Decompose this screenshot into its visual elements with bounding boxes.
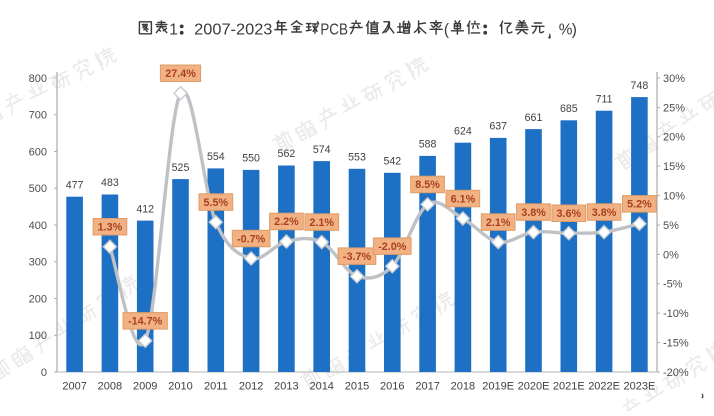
- svg-text:483: 483: [101, 177, 119, 189]
- svg-text:412: 412: [136, 203, 154, 215]
- svg-text:30%: 30%: [663, 73, 685, 85]
- svg-text:748: 748: [631, 80, 649, 92]
- svg-text:2017: 2017: [415, 381, 439, 393]
- svg-text:550: 550: [242, 153, 260, 165]
- svg-text:5%: 5%: [663, 220, 679, 232]
- svg-text:2012: 2012: [239, 381, 263, 393]
- svg-text:): ): [572, 22, 577, 39]
- svg-text:700: 700: [29, 110, 47, 122]
- svg-text:562: 562: [278, 148, 296, 160]
- svg-text:5.2%: 5.2%: [627, 199, 652, 211]
- svg-text:300: 300: [29, 257, 47, 269]
- svg-text:588: 588: [419, 139, 437, 151]
- svg-text:2010: 2010: [168, 381, 192, 393]
- svg-text:100: 100: [29, 330, 47, 342]
- svg-text:2.1%: 2.1%: [309, 217, 334, 229]
- svg-text:3.6%: 3.6%: [556, 208, 581, 220]
- svg-text:2021E: 2021E: [553, 381, 585, 393]
- svg-text:624: 624: [454, 125, 472, 137]
- svg-text:500: 500: [29, 183, 47, 195]
- svg-text:2019E: 2019E: [482, 381, 514, 393]
- svg-text:711: 711: [596, 93, 613, 105]
- svg-text:2022E: 2022E: [588, 381, 620, 393]
- svg-text:542: 542: [383, 156, 401, 168]
- svg-text:27.4%: 27.4%: [165, 68, 196, 80]
- svg-text:2014: 2014: [309, 381, 333, 393]
- svg-text:1: 1: [169, 22, 178, 39]
- svg-text:2016: 2016: [380, 381, 404, 393]
- svg-text:2018: 2018: [451, 381, 475, 393]
- svg-text:2009: 2009: [133, 381, 157, 393]
- svg-text:2008: 2008: [98, 381, 122, 393]
- svg-text:15%: 15%: [663, 161, 685, 173]
- svg-text:6.1%: 6.1%: [451, 193, 476, 205]
- svg-text:PCB: PCB: [320, 22, 348, 39]
- svg-text:8.5%: 8.5%: [415, 179, 440, 191]
- svg-text:400: 400: [29, 220, 47, 232]
- svg-text:3.8%: 3.8%: [521, 207, 546, 219]
- svg-text:-0.7%: -0.7%: [237, 233, 266, 245]
- svg-text:574: 574: [313, 144, 331, 156]
- svg-text:600: 600: [29, 146, 47, 158]
- svg-text:2011: 2011: [204, 381, 228, 393]
- svg-text:554: 554: [207, 151, 225, 163]
- svg-text:-3.7%: -3.7%: [343, 251, 372, 263]
- svg-text:-10%: -10%: [663, 308, 689, 320]
- svg-text:%: %: [559, 22, 573, 39]
- svg-text:3.8%: 3.8%: [592, 207, 617, 219]
- svg-text:20%: 20%: [663, 132, 685, 144]
- svg-text:10%: 10%: [663, 191, 685, 203]
- svg-text:-20%: -20%: [663, 367, 689, 379]
- svg-text:2007: 2007: [62, 381, 86, 393]
- svg-text:477: 477: [66, 179, 84, 191]
- svg-text:-5%: -5%: [663, 279, 683, 291]
- svg-text:0: 0: [41, 367, 47, 379]
- svg-text:2.1%: 2.1%: [486, 217, 511, 229]
- svg-text:2023E: 2023E: [623, 381, 655, 393]
- svg-text:-14.7%: -14.7%: [128, 316, 163, 328]
- svg-text:553: 553: [348, 152, 366, 164]
- svg-text:2013: 2013: [274, 381, 298, 393]
- svg-text:1.3%: 1.3%: [98, 222, 123, 234]
- svg-text:-15%: -15%: [663, 338, 689, 350]
- svg-text:5.5%: 5.5%: [203, 197, 228, 209]
- svg-text:0%: 0%: [663, 249, 679, 261]
- svg-text:2007-2023: 2007-2023: [194, 22, 272, 39]
- svg-text:2020E: 2020E: [518, 381, 550, 393]
- svg-text:-2.0%: -2.0%: [378, 241, 407, 253]
- svg-text:2.2%: 2.2%: [274, 216, 299, 228]
- svg-text:685: 685: [560, 103, 578, 115]
- svg-text:800: 800: [29, 73, 47, 85]
- svg-text:661: 661: [525, 112, 543, 124]
- svg-text:637: 637: [489, 121, 507, 133]
- svg-text:525: 525: [172, 162, 190, 174]
- svg-text:2015: 2015: [345, 381, 369, 393]
- svg-text:25%: 25%: [663, 102, 685, 114]
- svg-text:200: 200: [29, 293, 47, 305]
- svg-text:(: (: [444, 22, 450, 39]
